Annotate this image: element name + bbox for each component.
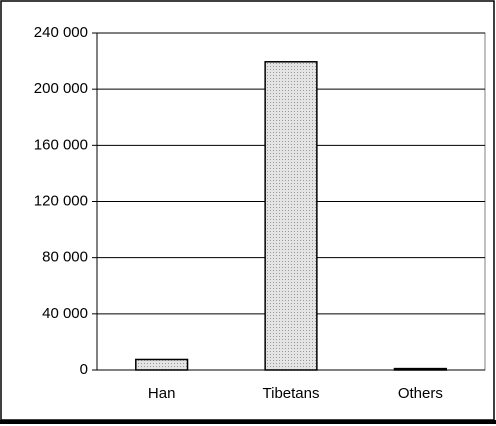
y-tick-label: 240 000 (34, 24, 88, 41)
y-tick-label: 40 000 (42, 305, 88, 322)
x-tick-label: Others (398, 385, 443, 402)
y-tick-label: 200 000 (34, 80, 88, 97)
y-tick-label: 80 000 (42, 249, 88, 266)
x-tick-label: Tibetans (263, 385, 320, 402)
y-tick-label: 160 000 (34, 136, 88, 153)
x-tick-label: Han (148, 385, 176, 402)
bar (135, 358, 189, 371)
bar (264, 61, 318, 371)
y-tick-label: 0 (80, 361, 88, 378)
y-tick-label: 120 000 (34, 192, 88, 209)
